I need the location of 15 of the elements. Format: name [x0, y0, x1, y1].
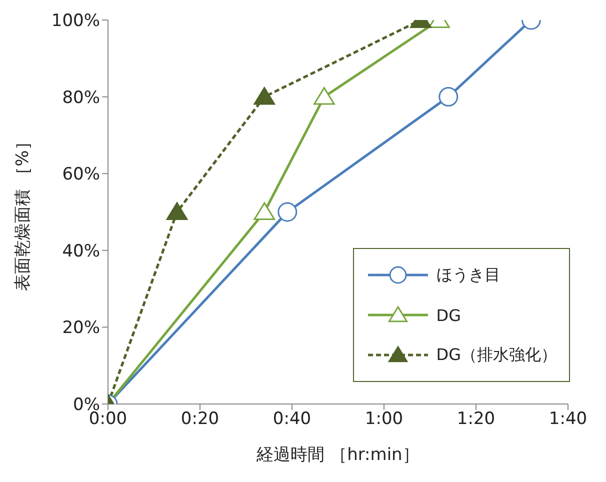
x-tick-label: 0:20 — [180, 409, 220, 430]
x-tick-label: 1:40 — [548, 409, 588, 430]
legend-label: DG — [436, 306, 461, 324]
y-axis-title: 表面乾燥面積 ［%］ — [13, 133, 34, 291]
y-tick-label: 20% — [62, 318, 100, 338]
x-tick-label: 1:20 — [456, 409, 496, 430]
x-tick-label: 1:00 — [364, 409, 404, 430]
x-tick-label: 0:40 — [272, 409, 312, 430]
y-tick-label: 40% — [62, 241, 100, 262]
y-tick-label: 60% — [62, 164, 100, 185]
legend-label: DG（排水強化） — [436, 344, 557, 366]
legend-label: ほうき目 — [436, 264, 500, 286]
x-axis-title: 経過時間 ［hr:min］ — [256, 445, 420, 465]
y-tick-label: 100% — [51, 11, 100, 32]
y-tick-label: 80% — [62, 88, 100, 108]
